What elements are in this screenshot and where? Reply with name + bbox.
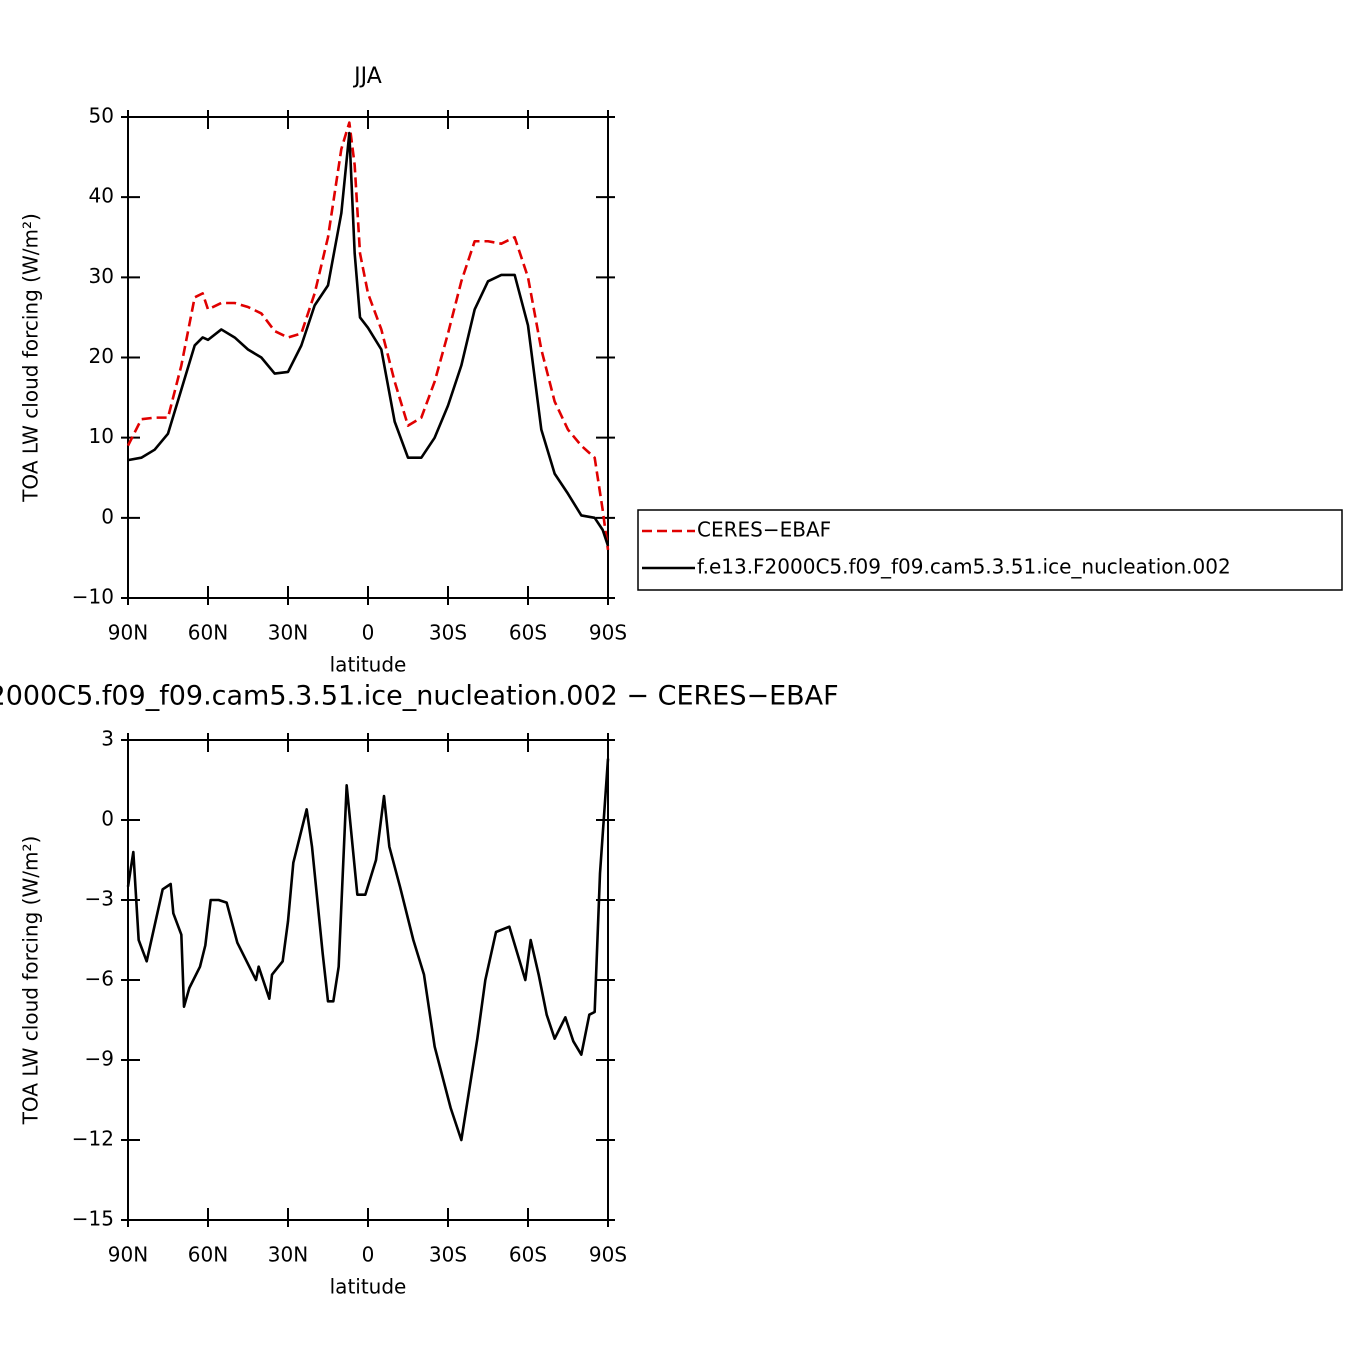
- y-tick-label: 10: [89, 424, 114, 448]
- y-tick-label: −15: [72, 1207, 114, 1231]
- y-tick-label: 50: [89, 104, 114, 128]
- x-tick-label: 90S: [589, 1243, 627, 1267]
- y-tick-label: −6: [85, 967, 114, 991]
- data-line: [126, 758, 610, 1142]
- x-tick-label: 0: [362, 1243, 375, 1267]
- data-line: [127, 131, 610, 547]
- chart-title: f.e13.F2000C5.f09_f09.cam5.3.51.ice_nucl…: [0, 681, 839, 712]
- x-tick-label: 90S: [589, 621, 627, 645]
- y-tick-label: −9: [85, 1047, 114, 1071]
- plot-frame: [127, 116, 609, 599]
- y-tick-label: −10: [72, 585, 114, 609]
- y-tick-label: 20: [89, 344, 114, 368]
- x-tick-label: 90N: [108, 621, 148, 645]
- legend-label: CERES−EBAF: [697, 518, 831, 542]
- x-tick-label: 60S: [509, 621, 547, 645]
- y-tick-label: −12: [72, 1127, 114, 1151]
- chart-title: JJA: [352, 64, 382, 89]
- legend-label: f.e13.F2000C5.f09_f09.cam5.3.51.ice_nucl…: [697, 555, 1231, 579]
- y-axis-label: TOA LW cloud forcing (W/m²): [19, 213, 43, 503]
- x-tick-label: 30S: [429, 1243, 467, 1267]
- x-axis-label: latitude: [330, 653, 407, 677]
- y-tick-label: 30: [89, 264, 114, 288]
- data-line: [126, 121, 610, 551]
- x-axis-label: latitude: [330, 1275, 407, 1299]
- plot-frame: [127, 739, 609, 1221]
- y-axis-label: TOA LW cloud forcing (W/m²): [19, 836, 43, 1126]
- y-tick-label: 0: [101, 504, 114, 528]
- legend-box: [637, 509, 1343, 591]
- y-tick-label: 3: [101, 727, 114, 751]
- x-tick-label: 60N: [188, 621, 228, 645]
- y-tick-label: 40: [89, 184, 114, 208]
- x-tick-label: 90N: [108, 1243, 148, 1267]
- x-tick-label: 30N: [268, 621, 308, 645]
- y-tick-label: 0: [101, 807, 114, 831]
- x-tick-label: 60N: [188, 1243, 228, 1267]
- x-tick-label: 60S: [509, 1243, 547, 1267]
- x-tick-label: 30N: [268, 1243, 308, 1267]
- x-tick-label: 0: [362, 621, 375, 645]
- y-tick-label: −3: [85, 887, 114, 911]
- x-tick-label: 30S: [429, 621, 467, 645]
